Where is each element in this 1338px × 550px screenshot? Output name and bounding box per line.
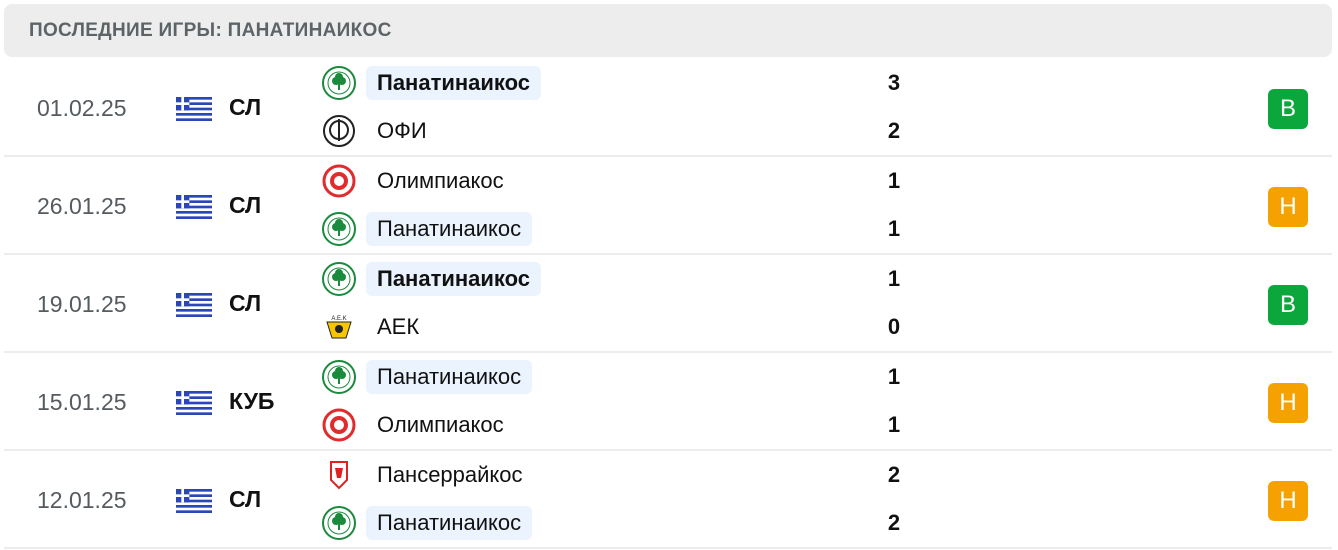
greece-flag-icon xyxy=(176,391,212,415)
match-date: 01.02.25 xyxy=(37,95,127,121)
competition: СЛ xyxy=(229,486,262,512)
match-row[interactable]: 19.01.25 СЛ Панатинаикос 1 A.E.K АЕК 0 В xyxy=(4,255,1332,353)
score-home: 1 xyxy=(887,168,901,193)
team-name: Олимпиакос xyxy=(377,412,504,437)
team-name: Пансеррайкос xyxy=(377,462,523,487)
team-name: Панатинаикос xyxy=(366,506,533,540)
greece-flag-icon xyxy=(176,489,212,513)
team-name: Панатинаикос xyxy=(366,360,533,394)
match-row[interactable]: 01.02.25 СЛ Панатинаикос 3 ОФИ 2 В xyxy=(4,59,1332,157)
match-date: 15.01.25 xyxy=(37,389,127,415)
competition: СЛ xyxy=(229,290,262,316)
score-home: 1 xyxy=(887,266,901,291)
team-name: АЕК xyxy=(377,314,420,339)
result-badge: Н xyxy=(1268,383,1308,423)
team-name: Панатинаикос xyxy=(366,262,542,296)
match-row[interactable]: 26.01.25 СЛ Олимпиакос 1 Панатинаикос 1 Н xyxy=(4,157,1332,255)
olympiacos-logo-icon xyxy=(322,408,356,442)
panathinaikos-logo-icon xyxy=(322,360,356,394)
result-badge: Н xyxy=(1268,187,1308,227)
team-home: Панатинаикос xyxy=(322,65,542,101)
greece-flag-icon xyxy=(176,195,212,219)
panathinaikos-logo-icon xyxy=(322,212,356,246)
panserraikos-logo-icon xyxy=(322,458,356,492)
score-away: 0 xyxy=(887,314,901,339)
team-home: Панатинаикос xyxy=(322,359,533,395)
competition: СЛ xyxy=(229,192,262,218)
result-badge: Н xyxy=(1268,481,1308,521)
score-away: 2 xyxy=(887,118,901,143)
panathinaikos-logo-icon xyxy=(322,506,356,540)
match-date: 19.01.25 xyxy=(37,291,127,317)
team-home: Панатинаикос xyxy=(322,261,542,297)
team-away: Панатинаикос xyxy=(322,505,533,541)
section-title: ПОСЛЕДНИЕ ИГРЫ: ПАНАТИНАИКОС xyxy=(29,19,392,41)
match-date: 26.01.25 xyxy=(37,193,127,219)
result-badge: В xyxy=(1268,285,1308,325)
section-header: ПОСЛЕДНИЕ ИГРЫ: ПАНАТИНАИКОС xyxy=(4,4,1332,57)
match-date: 12.01.25 xyxy=(37,487,127,513)
score-away: 1 xyxy=(887,216,901,241)
team-away: ОФИ xyxy=(322,113,438,149)
team-away: Олимпиакос xyxy=(322,407,515,443)
aek-logo-icon: A.E.K xyxy=(322,310,356,344)
svg-text:A.E.K: A.E.K xyxy=(331,316,346,322)
panathinaikos-logo-icon xyxy=(322,262,356,296)
team-home: Олимпиакос xyxy=(322,163,515,199)
olympiacos-logo-icon xyxy=(322,164,356,198)
score-away: 1 xyxy=(887,412,901,437)
score-away: 2 xyxy=(887,510,901,535)
result-badge: В xyxy=(1268,89,1308,129)
score-home: 3 xyxy=(887,70,901,95)
team-away: Панатинаикос xyxy=(322,211,533,247)
match-row[interactable]: 15.01.25 КУБ Панатинаикос 1 Олимпиакос 1 Н xyxy=(4,353,1332,451)
team-away: A.E.K АЕК xyxy=(322,309,430,345)
greece-flag-icon xyxy=(176,293,212,317)
panathinaikos-logo-icon xyxy=(322,66,356,100)
match-row[interactable]: 12.01.25 СЛ Пансеррайкос 2 Панатинаикос 2 Н xyxy=(4,451,1332,549)
team-name: ОФИ xyxy=(377,118,427,143)
score-home: 1 xyxy=(887,364,901,389)
team-name: Олимпиакос xyxy=(377,168,504,193)
competition: СЛ xyxy=(229,94,262,120)
score-home: 2 xyxy=(887,462,901,487)
ofi-logo-icon xyxy=(322,114,356,148)
team-name: Панатинаикос xyxy=(366,66,542,100)
team-name: Панатинаикос xyxy=(366,212,533,246)
competition: КУБ xyxy=(229,388,275,414)
team-home: Пансеррайкос xyxy=(322,457,534,493)
greece-flag-icon xyxy=(176,97,212,121)
